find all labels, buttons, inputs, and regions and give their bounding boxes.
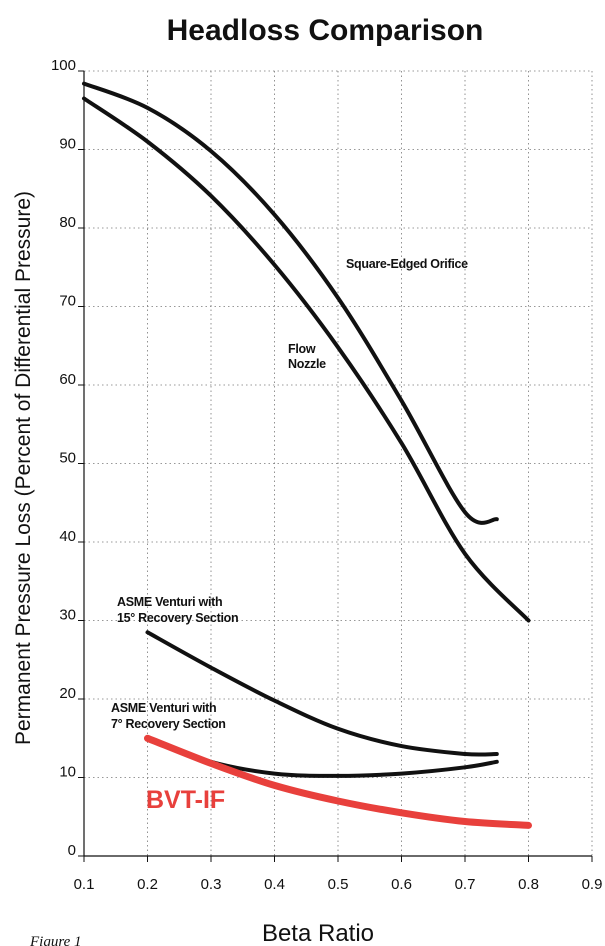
- series-label-flow-nozzle: Flow Nozzle: [288, 342, 326, 371]
- y-tick-label: 70: [59, 293, 76, 310]
- y-tick-label: 40: [59, 528, 76, 545]
- y-tick-label: 50: [59, 450, 76, 467]
- x-tick-label: 0.9: [582, 876, 603, 893]
- y-axis-label: Permanent Pressure Loss (Percent of Diff…: [12, 191, 35, 745]
- x-tick-label: 0.4: [264, 876, 285, 893]
- series-label-bvt-if: BVT-IF: [146, 786, 225, 814]
- x-tick-label: 0.1: [74, 876, 95, 893]
- y-tick-label: 100: [51, 57, 76, 74]
- x-tick-label: 0.8: [518, 876, 539, 893]
- chart-title: Headloss Comparison: [167, 14, 484, 47]
- x-tick-label: 0.5: [328, 876, 349, 893]
- series-label-square-edged-orifice: Square-Edged Orifice: [346, 257, 468, 271]
- y-tick-label: 90: [59, 136, 76, 153]
- series-lines: [82, 81, 532, 829]
- series-line-square-edged-orifice: [82, 81, 499, 525]
- y-tick-label: 60: [59, 371, 76, 388]
- series-line-flow-nozzle: [82, 96, 531, 623]
- x-tick-label: 0.7: [455, 876, 476, 893]
- grid: [83, 70, 593, 857]
- axes: 0.1 0.2 0.3 0.4 0.5 0.6 0.7 0.8 0.9 0 10 20 30 40 50 60…: [51, 57, 602, 893]
- y-tick-label: 0: [68, 842, 76, 859]
- series-label-asme-venturi-7: ASME Venturi with 7° Recovery Section: [111, 701, 226, 731]
- series-line-bvt-if: [144, 734, 532, 829]
- x-tick-label: 0.6: [391, 876, 412, 893]
- y-tick-label: 20: [59, 685, 76, 702]
- x-tick-label: 0.3: [201, 876, 222, 893]
- x-axis-label: Beta Ratio: [262, 920, 374, 946]
- series-label-asme-venturi-15: ASME Venturi with 15° Recovery Section: [117, 595, 238, 625]
- series-labels: Square-Edged Orifice Flow Nozzle ASME Ventu…: [111, 257, 468, 814]
- x-tick-label: 0.2: [137, 876, 158, 893]
- series-line-asme-venturi-15: [145, 630, 499, 757]
- figure-caption: Figure 1: [29, 934, 82, 946]
- y-tick-label: 10: [59, 764, 76, 781]
- y-tick-label: 30: [59, 607, 76, 624]
- y-tick-label: 80: [59, 214, 76, 231]
